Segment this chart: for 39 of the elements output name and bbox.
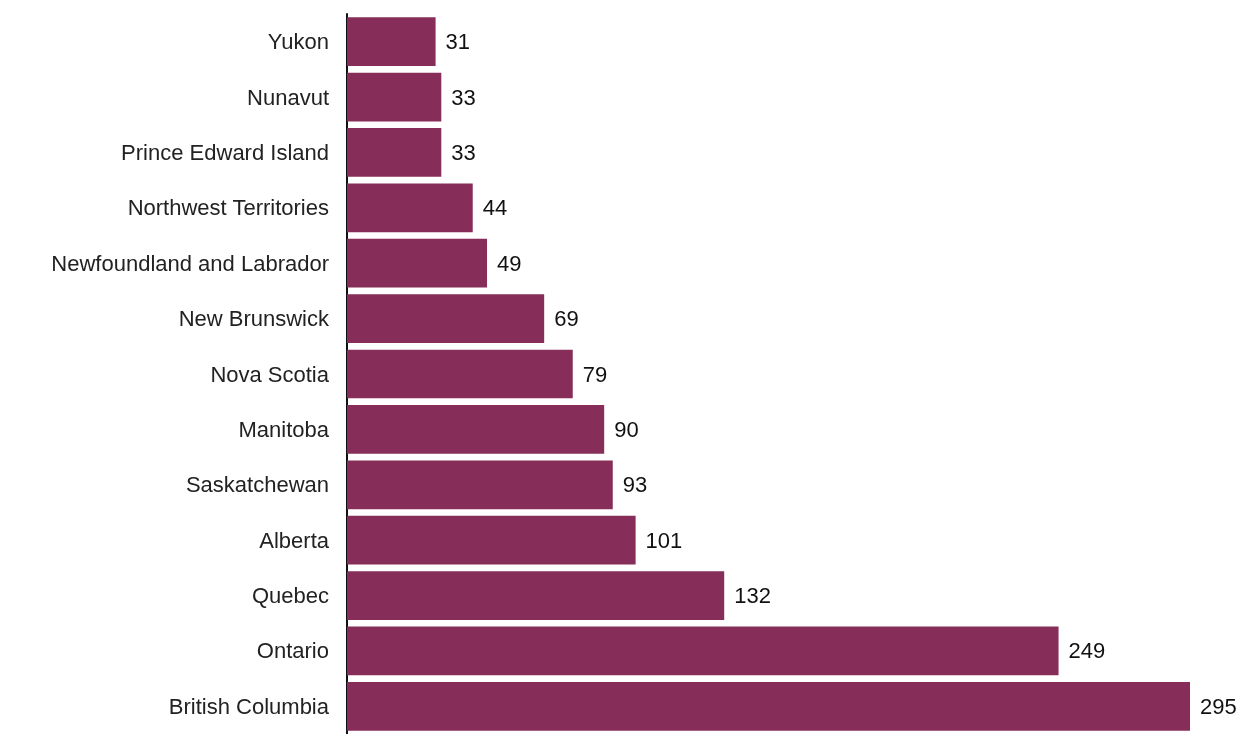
- bar: [347, 626, 1059, 676]
- y-tick-label: Northwest Territories: [127, 195, 329, 221]
- data-label: 33: [451, 84, 476, 110]
- data-label: 295: [1200, 693, 1237, 719]
- y-tick-label: Saskatchewan: [185, 472, 329, 498]
- data-label: 90: [614, 416, 639, 442]
- y-tick-label: Quebec: [251, 583, 329, 609]
- data-label: 101: [645, 527, 683, 553]
- y-tick-label: Ontario: [256, 638, 329, 664]
- bar: [347, 681, 1190, 731]
- bar: [347, 72, 442, 122]
- data-label: 79: [582, 361, 608, 387]
- data-label: 249: [1068, 638, 1106, 664]
- data-label: 33: [451, 139, 476, 165]
- y-tick-label: Prince Edward Island: [121, 139, 329, 165]
- bar: [347, 571, 725, 620]
- bar: [347, 183, 473, 233]
- y-tick-label: Nova Scotia: [210, 361, 330, 387]
- y-tick-label: New Brunswick: [178, 306, 330, 332]
- bar: [347, 349, 573, 399]
- y-tick-label: Manitoba: [238, 416, 330, 442]
- bar: [347, 515, 636, 565]
- y-tick-label: Yukon: [267, 29, 329, 55]
- data-label: 44: [482, 195, 508, 221]
- y-tick-label: Alberta: [259, 527, 330, 553]
- bar: [347, 460, 613, 510]
- bar: [347, 128, 442, 177]
- data-label: 69: [554, 306, 579, 332]
- bar: [347, 405, 605, 454]
- y-tick-label: British Columbia: [168, 693, 330, 719]
- data-label: 31: [445, 29, 471, 55]
- y-tick-label: Newfoundland and Labrador: [51, 250, 329, 276]
- data-label: 93: [622, 472, 648, 498]
- y-tick-label: Nunavut: [247, 84, 329, 110]
- bar: [347, 238, 488, 288]
- bar: [347, 294, 545, 343]
- data-label: 49: [497, 250, 522, 276]
- data-label: 132: [734, 583, 771, 609]
- bar: [347, 17, 436, 67]
